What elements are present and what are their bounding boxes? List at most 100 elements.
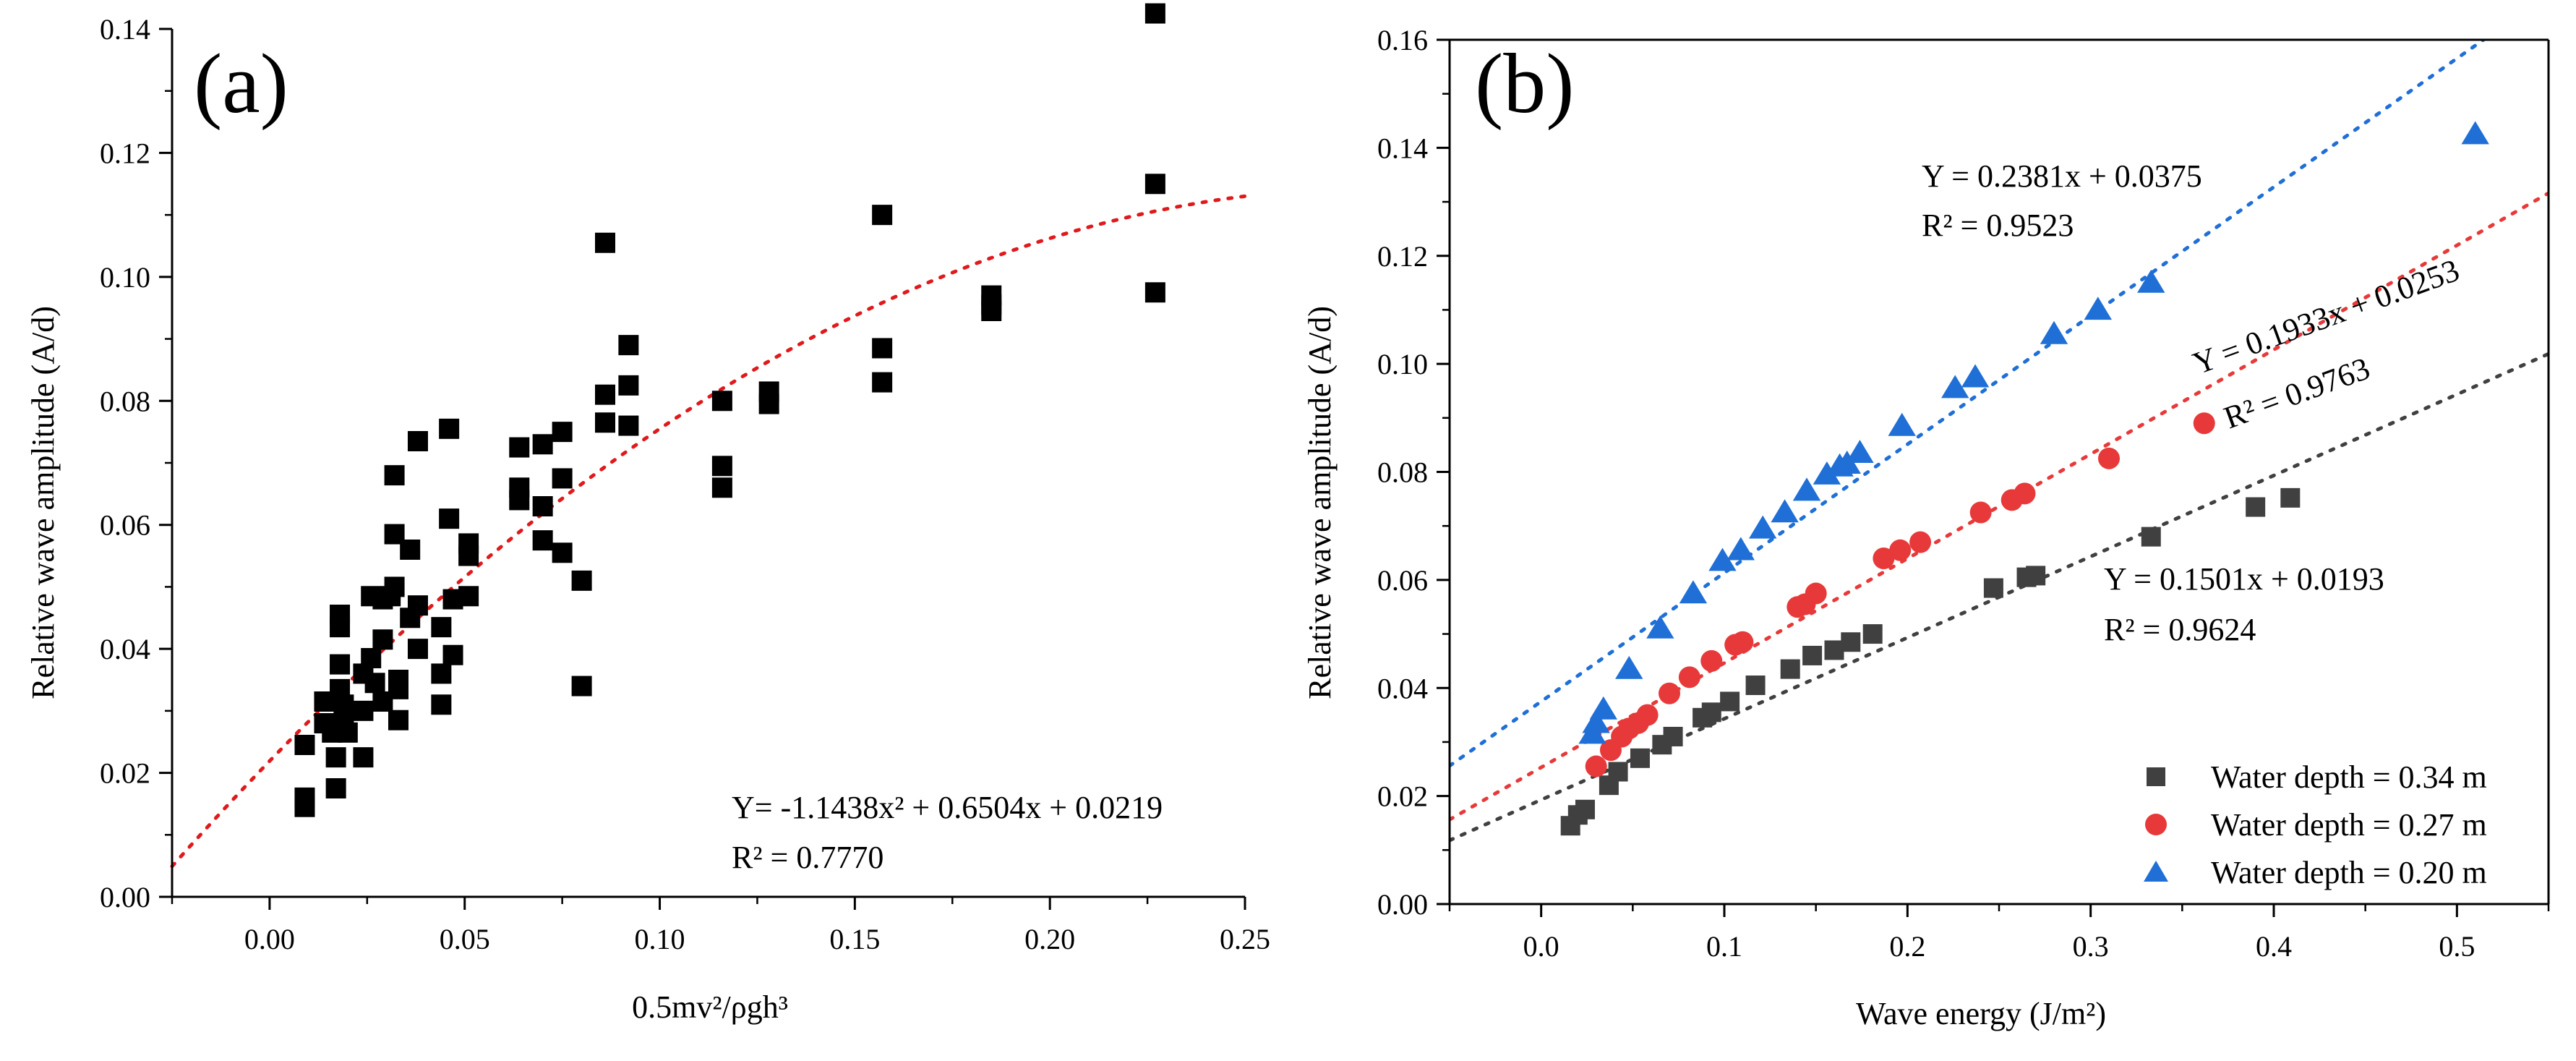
data-point <box>872 205 893 226</box>
legend-label-034: Water depth = 0.34 m <box>2211 759 2487 795</box>
data-point <box>1589 696 1617 720</box>
data-point <box>2084 297 2112 320</box>
data-point <box>1659 682 1680 704</box>
data-point <box>1780 659 1800 679</box>
x-tick-label: 0.10 <box>635 923 685 955</box>
y-tick-label: 0.16 <box>1377 24 1428 56</box>
data-point <box>400 540 421 560</box>
data-point <box>1144 3 1165 24</box>
data-point <box>1969 501 1992 524</box>
y-tick-label: 0.10 <box>1377 348 1428 380</box>
data-point <box>1582 710 1610 733</box>
legend-marker-020 <box>2144 861 2168 882</box>
data-point <box>407 595 428 616</box>
x-tick-label: 0.20 <box>1024 923 1075 955</box>
data-point <box>337 722 358 743</box>
y-tick-label: 0.08 <box>1377 456 1428 489</box>
data-point <box>1663 726 1683 746</box>
data-point <box>618 415 639 436</box>
panel-b: 0.0 0.1 0.2 0.3 0.4 0.5 0.00 0.02 0.04 0.06 0.08 0.… <box>1302 24 2550 1031</box>
data-point <box>388 678 408 699</box>
data-point <box>1646 615 1674 639</box>
data-point <box>711 456 732 477</box>
panel-b-tick-labels: 0.0 0.1 0.2 0.3 0.4 0.5 0.00 0.02 0.04 0.06 0.08 0.… <box>1377 24 2475 963</box>
data-point <box>431 663 452 684</box>
eq-series-020: Y = 0.2381x + 0.0375 <box>1922 158 2202 194</box>
data-point <box>1144 282 1165 303</box>
eq-series-034: Y = 0.1501x + 0.0193 <box>2104 561 2384 597</box>
panel-a-fit-layer <box>170 194 1247 869</box>
panel-a-ylabel: Relative wave amplitude (A/d) <box>25 306 61 699</box>
data-point <box>571 570 592 591</box>
data-point <box>439 508 460 529</box>
panel-a-tick-labels: 0.00 0.05 0.10 0.15 0.20 0.25 0.00 0.02 0.04 0.06… <box>100 13 1270 955</box>
data-point <box>2098 447 2120 469</box>
data-point <box>2040 320 2068 344</box>
x-tick-label: 0.15 <box>829 923 880 955</box>
x-tick-label: 0.05 <box>440 923 490 955</box>
data-point <box>1745 676 1766 696</box>
fit-line <box>1450 40 2487 768</box>
panel-b-xlabel: Wave energy (J/m²) <box>1856 996 2106 1031</box>
y-tick-label: 0.04 <box>100 633 150 665</box>
fit-curve <box>170 194 1247 869</box>
data-point <box>1909 531 1932 553</box>
data-point <box>384 465 405 486</box>
panel-a-xlabel: 0.5mv²/ρgh³ <box>632 989 788 1025</box>
data-point <box>407 639 428 660</box>
data-point <box>2461 121 2489 145</box>
data-point <box>571 676 592 696</box>
panel-a-equation: Y= -1.1438x² + 0.6504x + 0.0219 <box>732 790 1163 825</box>
r2-series-034: R² = 0.9624 <box>2104 612 2256 647</box>
data-point <box>532 496 553 516</box>
data-point <box>872 338 893 359</box>
data-point <box>872 372 893 393</box>
data-point <box>407 431 428 451</box>
y-tick-label: 0.06 <box>1377 564 1428 597</box>
data-point <box>1805 582 1827 605</box>
data-point <box>981 301 1002 321</box>
data-point <box>1615 655 1643 679</box>
data-point <box>1720 691 1740 712</box>
data-point <box>2246 497 2266 517</box>
panel-b-points <box>1560 121 2489 836</box>
data-point <box>2026 566 2046 586</box>
data-point <box>1700 649 1723 672</box>
data-point <box>1678 666 1700 689</box>
data-point <box>2137 269 2165 293</box>
data-point <box>2193 412 2215 435</box>
data-point <box>1679 580 1708 604</box>
data-point <box>509 437 530 458</box>
data-point <box>552 468 573 489</box>
data-point <box>384 576 405 597</box>
legend: Water depth = 0.34 m Water depth = 0.27 … <box>2144 759 2487 890</box>
x-tick-label: 0.1 <box>1706 930 1742 963</box>
x-tick-label: 0.00 <box>244 923 295 955</box>
data-point <box>1941 375 1969 399</box>
data-point <box>618 335 639 356</box>
legend-label-027: Water depth = 0.27 m <box>2211 807 2487 843</box>
data-point <box>758 393 779 414</box>
data-point <box>1888 412 1916 436</box>
data-point <box>1732 631 1754 653</box>
data-point <box>2014 482 2036 505</box>
data-point <box>442 644 463 665</box>
data-point <box>458 586 479 607</box>
data-point <box>330 617 351 638</box>
data-point <box>1708 547 1737 571</box>
data-point <box>1802 645 1823 665</box>
x-tick-label: 0.3 <box>2073 930 2109 963</box>
y-tick-label: 0.12 <box>1377 240 1428 273</box>
panel-a-axes <box>159 27 1246 910</box>
data-point <box>1792 477 1821 501</box>
data-point <box>1701 702 1721 723</box>
legend-marker-034 <box>2147 767 2165 786</box>
y-tick-label: 0.00 <box>100 881 150 913</box>
data-point <box>532 530 553 551</box>
panel-b-axes <box>1437 38 2550 917</box>
panel-a-label: (a) <box>194 36 288 131</box>
y-tick-label: 0.10 <box>100 261 150 294</box>
data-point <box>509 490 530 511</box>
data-point <box>372 629 393 650</box>
